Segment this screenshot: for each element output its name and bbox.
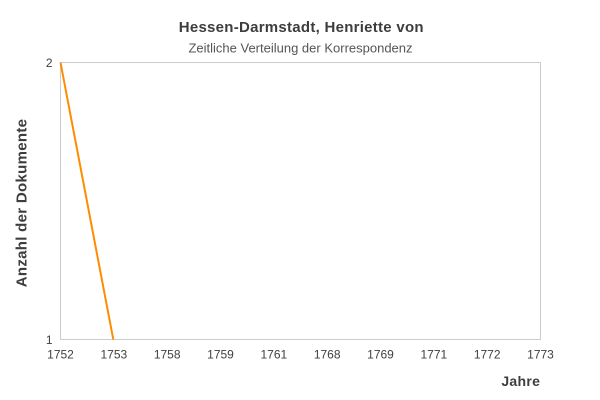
svg-text:Zeitliche Verteilung der Korre: Zeitliche Verteilung der Korrespondenz	[188, 41, 412, 56]
svg-text:1: 1	[46, 333, 53, 347]
svg-text:1753: 1753	[100, 348, 127, 362]
svg-text:1769: 1769	[367, 348, 394, 362]
svg-text:2: 2	[46, 56, 53, 70]
svg-text:1773: 1773	[527, 348, 554, 362]
svg-text:1771: 1771	[420, 348, 447, 362]
svg-text:1759: 1759	[207, 348, 234, 362]
svg-text:1752: 1752	[47, 348, 74, 362]
svg-text:Anzahl der Dokumente: Anzahl der Dokumente	[14, 119, 31, 288]
svg-text:1768: 1768	[314, 348, 341, 362]
svg-text:1772: 1772	[474, 348, 501, 362]
svg-text:1761: 1761	[260, 348, 287, 362]
svg-text:Hessen-Darmstadt, Henriette vo: Hessen-Darmstadt, Henriette von	[179, 19, 424, 36]
svg-text:Jahre: Jahre	[501, 373, 540, 389]
svg-text:1758: 1758	[154, 348, 181, 362]
